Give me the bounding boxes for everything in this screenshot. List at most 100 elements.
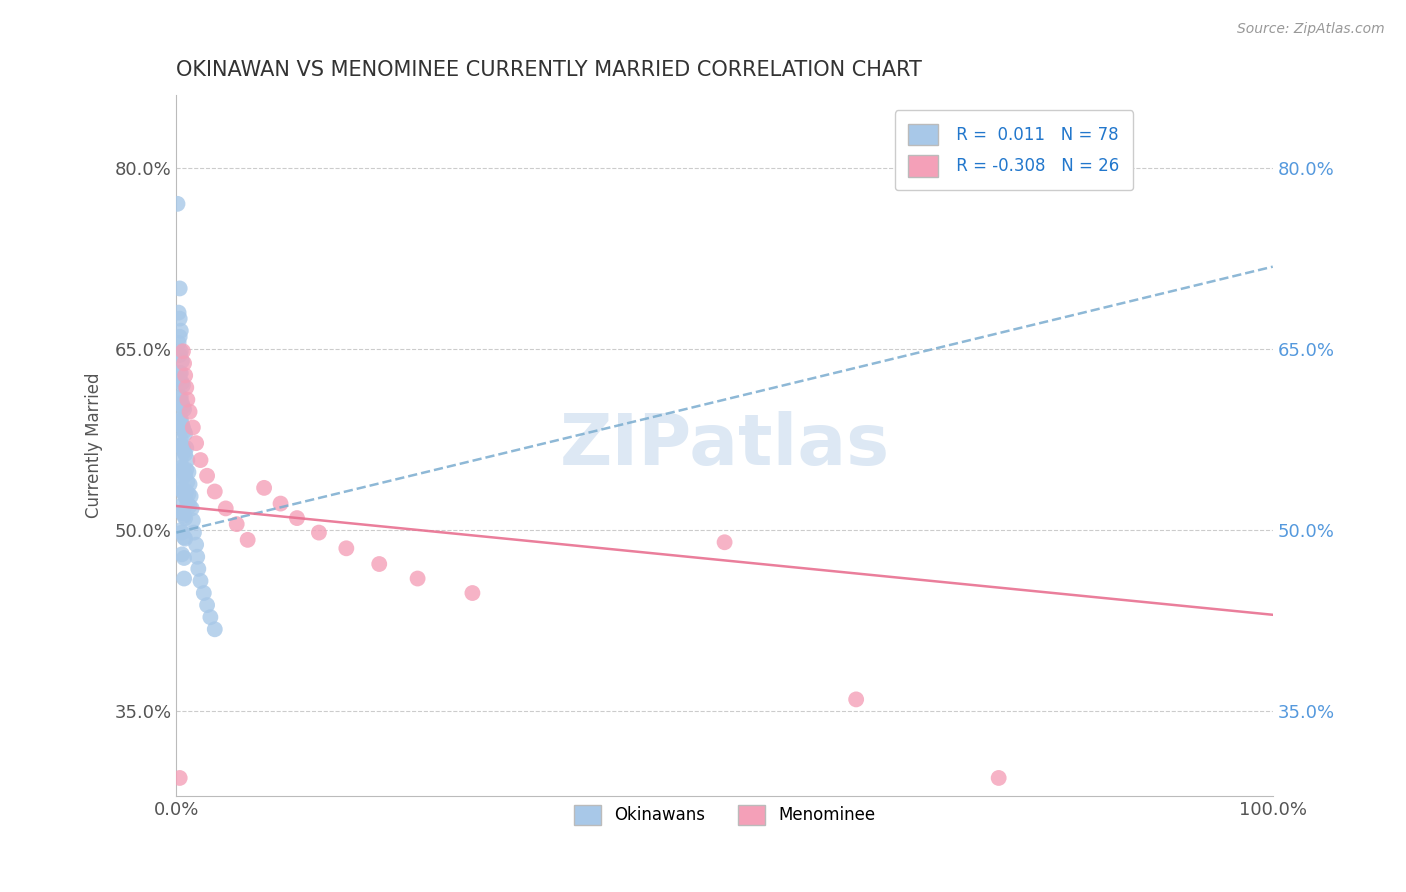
Point — [180, 489, 202, 503]
Point — [174, 511, 197, 525]
Point — [173, 356, 195, 370]
Point — [179, 405, 201, 419]
Point — [174, 441, 197, 455]
Point — [170, 344, 193, 359]
Point — [176, 475, 198, 489]
Point — [169, 390, 191, 404]
Point — [181, 514, 204, 528]
Point — [170, 366, 193, 380]
Point — [166, 197, 188, 211]
Text: ZIPatlas: ZIPatlas — [560, 411, 890, 480]
Point — [167, 372, 190, 386]
Point — [170, 433, 193, 447]
Point — [172, 463, 194, 477]
Point — [179, 477, 201, 491]
Point — [169, 348, 191, 362]
Point — [170, 354, 193, 368]
Point — [172, 344, 194, 359]
Point — [285, 511, 308, 525]
Point — [174, 447, 197, 461]
Point — [180, 501, 202, 516]
Point — [190, 453, 212, 467]
Point — [176, 497, 198, 511]
Point — [172, 506, 194, 520]
Point — [174, 426, 197, 441]
Point — [225, 517, 247, 532]
Point — [187, 562, 209, 576]
Point — [170, 453, 193, 467]
Point — [368, 557, 391, 571]
Y-axis label: Currently Married: Currently Married — [86, 373, 103, 518]
Point — [176, 453, 198, 467]
Point — [174, 368, 197, 383]
Point — [845, 692, 868, 706]
Point — [170, 324, 193, 338]
Point — [193, 586, 215, 600]
Point — [170, 525, 193, 540]
Point — [170, 439, 193, 453]
Point — [170, 547, 193, 561]
Point — [204, 622, 226, 636]
Point — [186, 549, 208, 564]
Point — [236, 533, 259, 547]
Point — [179, 499, 201, 513]
Point — [173, 424, 195, 438]
Point — [172, 484, 194, 499]
Point — [174, 467, 197, 482]
Point — [195, 468, 218, 483]
Point — [204, 484, 226, 499]
Point — [169, 771, 191, 785]
Point — [173, 487, 195, 501]
Point — [177, 465, 200, 479]
Point — [253, 481, 276, 495]
Point — [713, 535, 735, 549]
Point — [170, 475, 193, 489]
Point — [170, 396, 193, 410]
Point — [195, 598, 218, 612]
Point — [183, 525, 205, 540]
Point — [184, 538, 207, 552]
Point — [190, 574, 212, 588]
Point — [167, 305, 190, 319]
Point — [170, 523, 193, 537]
Point — [173, 551, 195, 566]
Point — [461, 586, 484, 600]
Point — [406, 572, 429, 586]
Point — [184, 436, 207, 450]
Point — [173, 508, 195, 523]
Point — [169, 281, 191, 295]
Point — [170, 482, 193, 496]
Legend: Okinawans, Menominee: Okinawans, Menominee — [565, 797, 883, 833]
Point — [215, 501, 238, 516]
Point — [169, 366, 191, 380]
Point — [169, 311, 191, 326]
Point — [170, 499, 193, 513]
Point — [173, 530, 195, 544]
Point — [174, 380, 197, 394]
Point — [270, 497, 292, 511]
Point — [335, 541, 357, 556]
Point — [172, 441, 194, 455]
Point — [170, 460, 193, 475]
Point — [174, 463, 197, 477]
Point — [172, 400, 194, 414]
Point — [169, 414, 191, 428]
Point — [169, 439, 191, 453]
Point — [987, 771, 1010, 785]
Point — [172, 378, 194, 392]
Point — [173, 444, 195, 458]
Point — [170, 412, 193, 426]
Point — [308, 525, 330, 540]
Point — [173, 402, 195, 417]
Point — [173, 465, 195, 479]
Point — [167, 335, 190, 350]
Text: Source: ZipAtlas.com: Source: ZipAtlas.com — [1237, 22, 1385, 37]
Point — [170, 390, 193, 404]
Point — [181, 420, 204, 434]
Point — [200, 610, 222, 624]
Point — [170, 505, 193, 519]
Point — [170, 376, 193, 390]
Point — [169, 468, 191, 483]
Point — [176, 392, 198, 407]
Point — [172, 420, 194, 434]
